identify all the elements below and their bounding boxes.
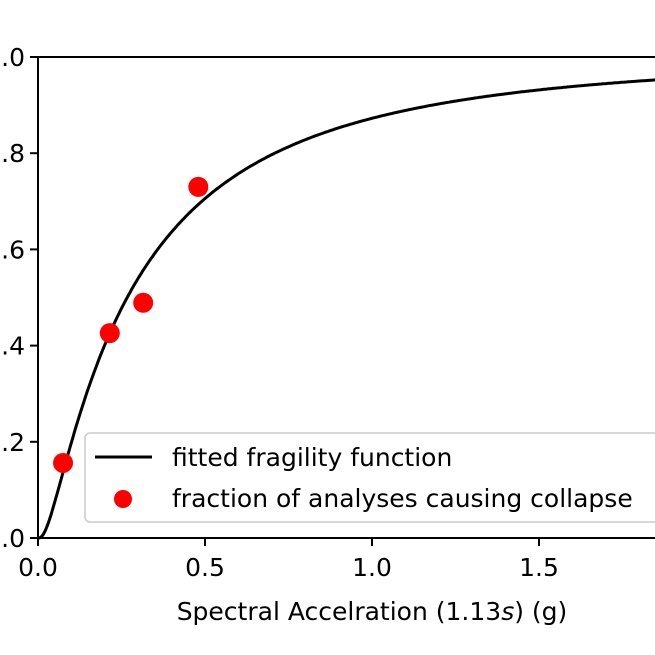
plot-frame — [37, 56, 655, 539]
y-tick-label: 0.4 — [0, 332, 25, 361]
x-tick-label: 0.0 — [18, 553, 58, 582]
x-tick-label: 0.5 — [185, 553, 225, 582]
x-tick-label: 1.5 — [519, 553, 559, 582]
legend-label-points: fraction of analyses causing collapse — [172, 484, 633, 513]
legend-point-marker — [114, 490, 132, 508]
data-point — [133, 292, 154, 313]
y-tick-label: 0.6 — [0, 235, 25, 264]
legend-label-fit: fitted fragility function — [172, 443, 452, 472]
fitted-fragility-curve — [38, 78, 655, 540]
data-point — [53, 452, 74, 473]
x-axis-label: Spectral Accelration (1.13s) (g) — [177, 597, 568, 626]
legend: fitted fragility function fraction of an… — [84, 432, 655, 523]
data-point — [188, 176, 209, 197]
y-tick-label: 0.0 — [0, 524, 25, 553]
data-point — [99, 323, 120, 344]
y-tick-label: 0.2 — [0, 428, 25, 457]
y-tick-label: 0.8 — [0, 139, 25, 168]
legend-box — [84, 432, 655, 523]
x-tick-label: 1.0 — [352, 553, 392, 582]
y-tick-label: 1.0 — [0, 43, 25, 72]
